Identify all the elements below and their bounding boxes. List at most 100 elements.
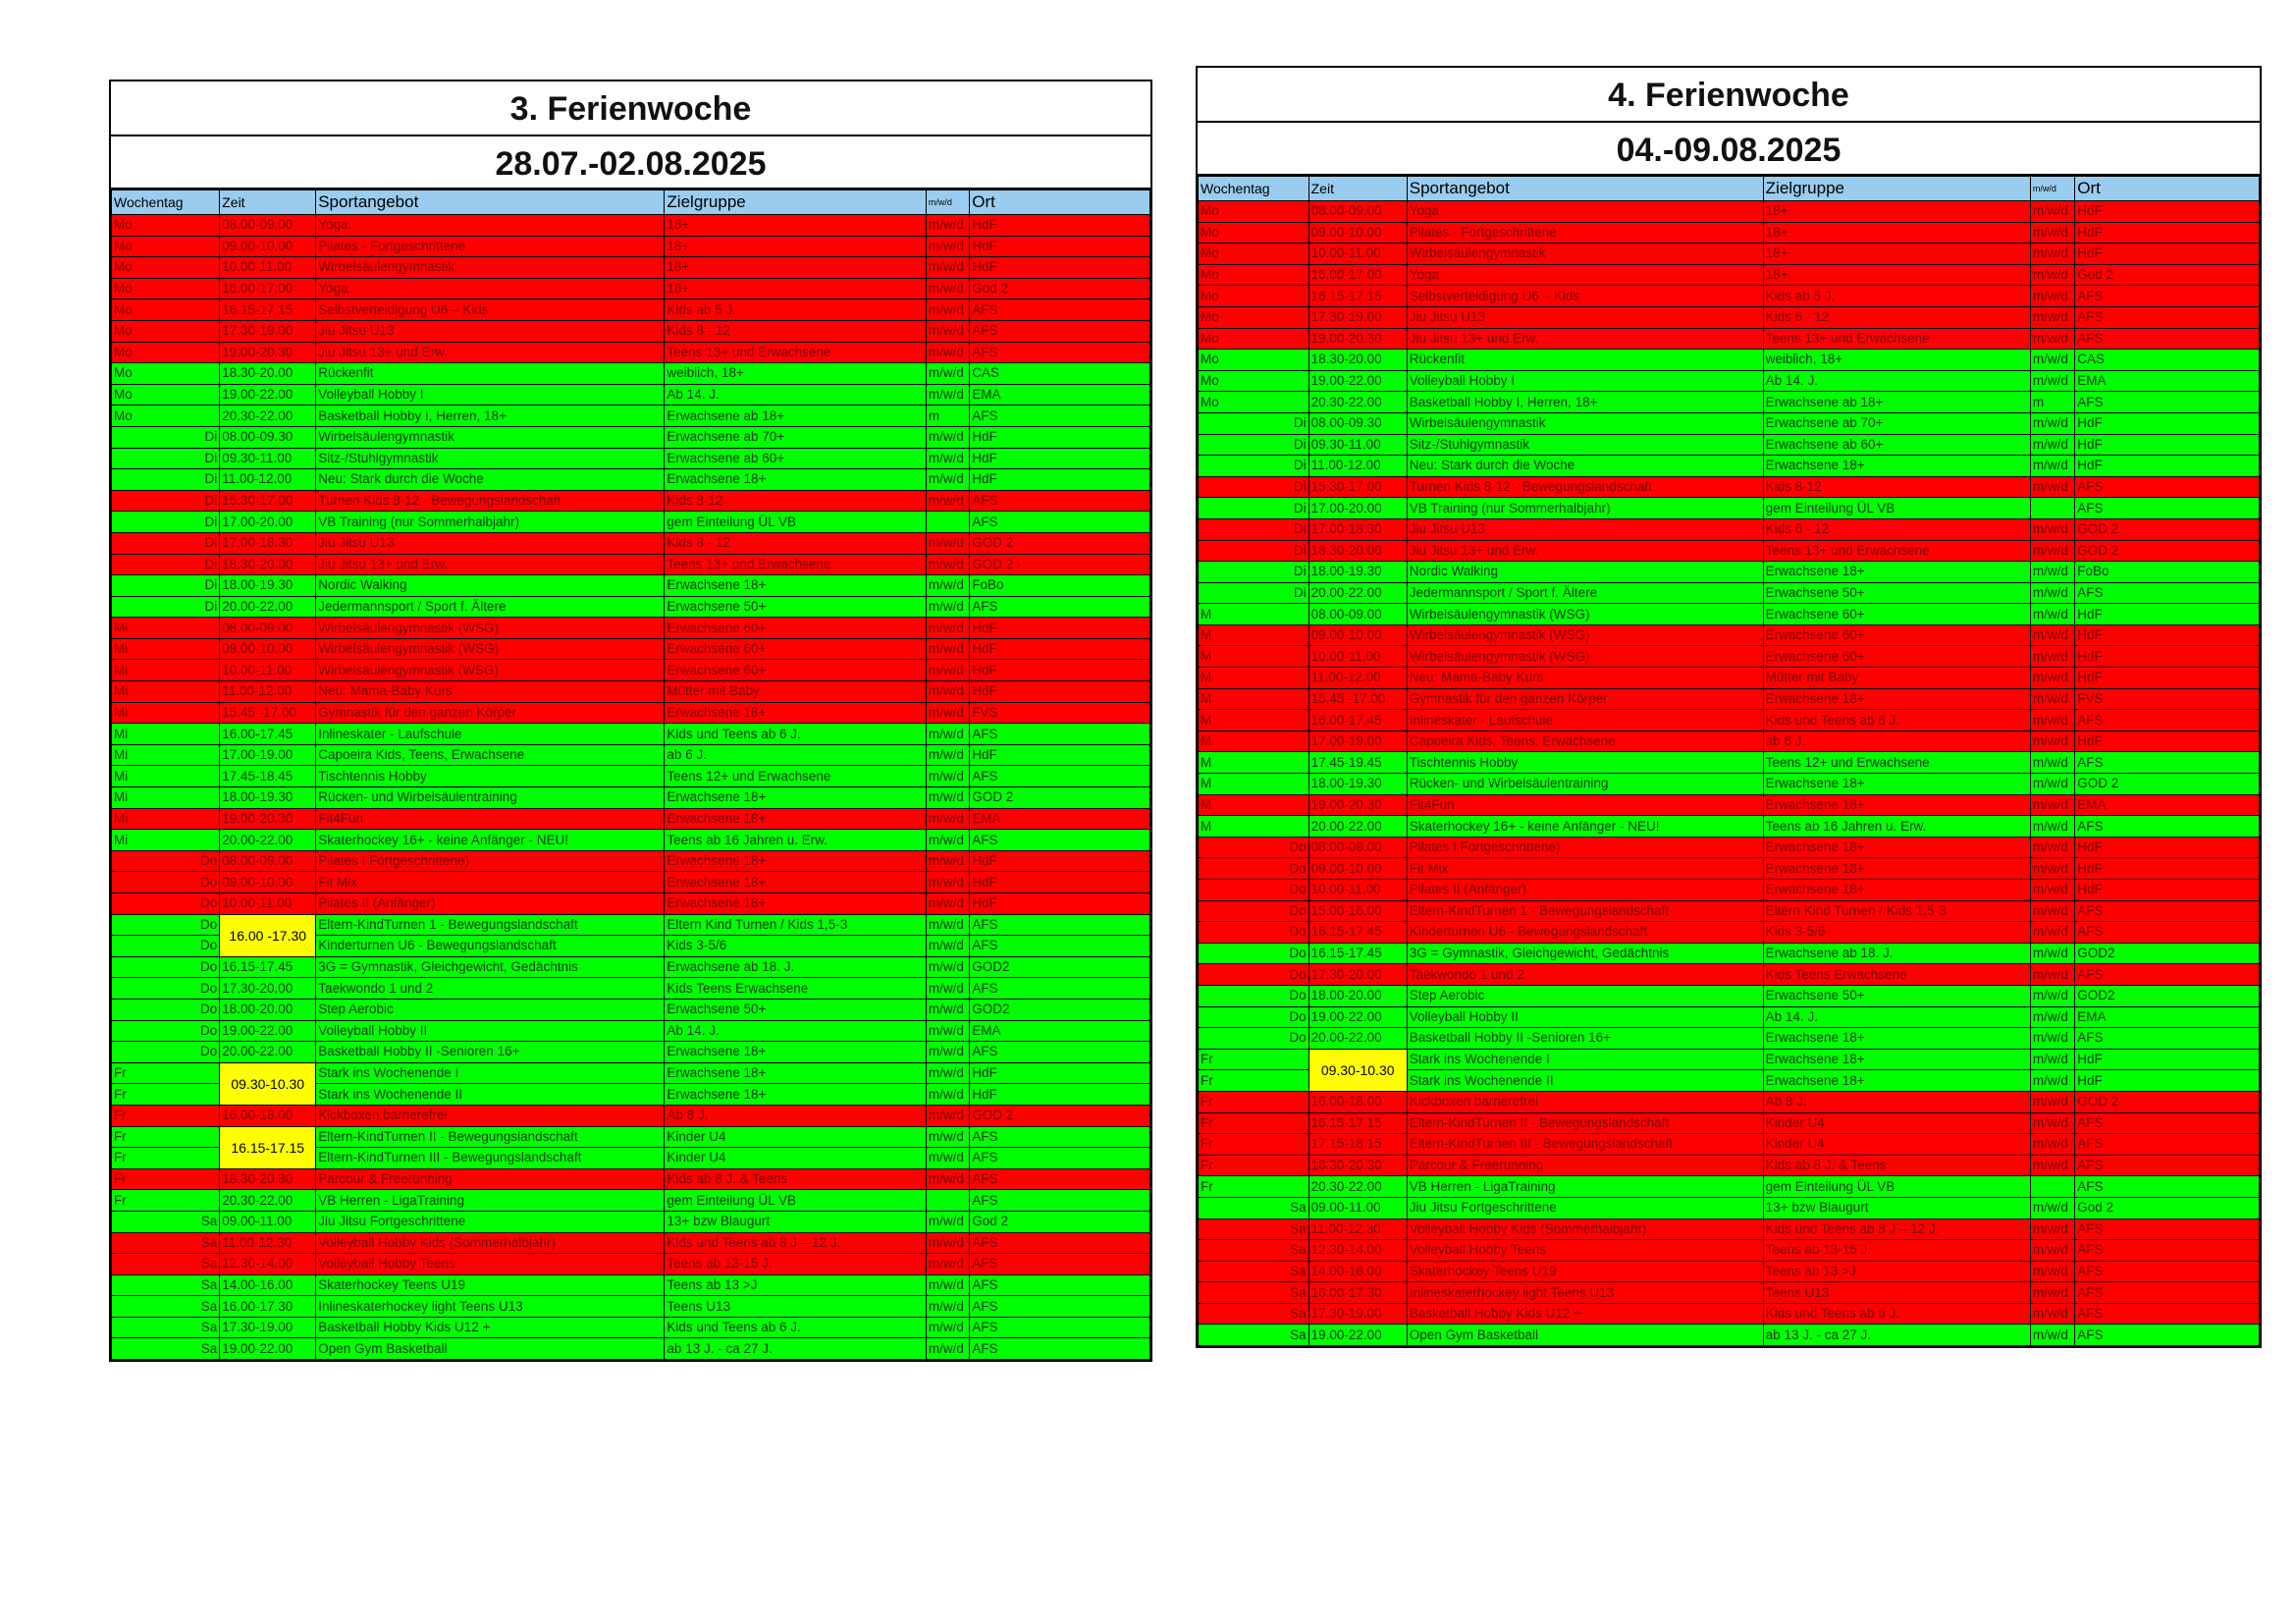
cell-weekday: Mo [110,298,221,321]
cell-sport: Volleyball Hobby Kids (Sommerhalbjahr) [315,1231,666,1255]
table-row: Mi 17.45-18.45 Tischtennis Hobby Teens 12+ … [110,765,1150,788]
cell-time: 09.00-10.00 [1308,623,1408,647]
cell-time: 10.00-11.00 [219,893,317,915]
table-row: Sa 12.30-14.00 Volleyball Hobby Teens Teens… [1198,1239,2260,1262]
cell-target: 18+ [664,235,927,258]
cell-time: 09.00-10.00 [219,637,317,661]
cell-target: Erwachsene 18+ [1762,1027,2031,1050]
cell-weekday: M [1198,603,1309,625]
week-3-sheet: 3. Ferienwoche 28.07.-02.08.2025 Wochent… [109,80,1152,1363]
table-row: M 17.00-19.00 Capoeira Kids, Teens, Erwach… [1198,730,2260,753]
cell-gender: m/w/d [925,1019,971,1043]
cell-gender: m/w/d [2029,1048,2076,1071]
cell-location: HdF [2074,455,2260,477]
cell-location: HdF [969,1061,1150,1085]
cell-gender: m [2029,391,2076,413]
cell-time: 15.00-16.00 [1308,899,1408,923]
cell-target: ab 6 J. [664,743,927,767]
cell-gender: m/w/d [925,701,971,725]
cell-gender: m/w/d [2029,1324,2076,1347]
cell-location: GOD 2 [969,531,1150,555]
cell-sport: Jiu Jitsu 13+ und Erw. [1406,539,1764,563]
cell-sport: Rückenfit [315,362,666,385]
cell-location: GOD 2 [2074,773,2260,795]
cell-target: Kids 8 - 12 [664,319,927,343]
cell-weekday: Fr [1198,1069,1309,1092]
cell-gender: m/w/d [2029,517,2076,541]
cell-weekday: Sa [1198,1239,1309,1262]
cell-location: HdF [2074,243,2260,265]
cell-target: Kids und Teens ab 6 J. [1762,709,2031,731]
cell-location: GOD2 [2074,942,2260,965]
cell-weekday: Mo [1198,200,1309,223]
table-row: Di 11.00-12.00 Neu: Stark durch die Woche E… [1198,455,2260,477]
table-row: Di 15.30-17.00 Turnen Kids 8-12 - Bewegung… [110,489,1150,513]
cell-time: 08.00-09.00 [219,214,317,237]
cell-target: Teens 13+ und Erwachsene [664,341,927,364]
cell-sport: Volleyball Hobby Teens [315,1253,666,1275]
cell-sport: Fit4Fun [315,807,666,831]
cell-gender: m/w/d [925,553,971,576]
cell-sport: Inlineskaterhockey light Teens U13 [315,1295,666,1318]
cell-sport: Yoga [315,277,666,300]
cell-gender: m/w/d [2029,433,2076,457]
cell-weekday: Fr [1198,1111,1309,1135]
cell-target: Erwachsene ab 70+ [664,425,927,449]
cell-gender: m/w/d [925,298,971,321]
cell-location: EMA [2074,793,2260,817]
cell-weekday: Do [1198,963,1309,986]
cell-time: 09.00-10.00 [1308,221,1408,244]
cell-target: Erwachsene 18+ [664,468,927,491]
cell-gender: m/w/d [2029,200,2076,223]
cell-gender: m/w/d [925,659,971,682]
cell-weekday: Mi [110,765,221,788]
table-row: Mo 09.00-10.00 Pilates - Fortgeschrittene 1… [110,235,1150,258]
cell-sport: Jiu Jitsu 13+ und Erw. [1406,327,1764,351]
cell-location: CAS [2074,349,2260,371]
cell-sport: Turnen Kids 8-12 - Bewegungslandschaft [315,489,666,513]
cell-time: 17.30-20.00 [219,977,317,1000]
cell-location: AFS [2074,1133,2260,1156]
cell-time: 09.00-10.00 [219,871,317,893]
cell-time: 10.00-11.00 [1308,645,1408,669]
cell-time: 15.30-17.00 [1308,475,1408,499]
cell-sport: Basketball Hobby II -Senioren 16+ [315,1041,666,1063]
table-row: Mo 19.00-22.00 Volleyball Hobby I Ab 14. J.… [1198,369,2260,393]
cell-weekday: Mo [110,405,221,427]
table-row: Do 09.00-10.00 Fit Mix Erwachsene 18+ m/w/d H… [1198,857,2260,880]
table-row: Do 17.30-20.00 Taekwondo 1 und 2 Kids Teens… [1198,963,2260,986]
cell-weekday: Do [110,955,221,979]
cell-time: 20.30-22.00 [219,405,317,427]
cell-weekday: Mo [1198,391,1309,413]
cell-gender: m/w/d [925,829,971,851]
header-gender: m/w/d [925,189,971,215]
cell-time: 10.00-11.00 [1308,243,1408,265]
cell-gender: m/w/d [925,214,971,237]
cell-time: 20.00-22.00 [219,595,317,619]
table-row: Do 10.00-11.00 Pilates II (Anfänger) Erwach… [1198,879,2260,901]
cell-gender [925,511,971,533]
cell-sport: Pilates II (Anfänger) [315,893,666,915]
cell-target: Erwachsene 18+ [664,893,927,915]
table-row: Mo 18.30-20.00 Rückenfit weiblich, 18+ m/w/d… [110,362,1150,385]
cell-weekday: Do [110,893,221,915]
cell-location: HdF [969,235,1150,258]
cell-gender: m/w/d [2029,1005,2076,1029]
table-row: Fr 16.00-18.00 Kickboxen barrierefrei Ab 8 … [1198,1090,2260,1113]
cell-target: Teens ab 13 >J [1762,1260,2031,1283]
table-row: Mi 15.45 -17.00 Gymnastik für den ganzen K… [110,701,1150,725]
cell-sport: Eltern-KindTurnen III - Bewegungslandsch… [315,1147,666,1169]
table-row: Di 17.00-18.30 Jiu Jitsu U13 Kids 8 - 12 m/w… [110,531,1150,555]
table-row: Do 15.00-16.00 Eltern-KindTurnen 1 - Beweg… [1198,899,2260,923]
cell-location: AFS [2074,963,2260,986]
cell-gender: m/w/d [925,595,971,619]
cell-time: 19.00-20.30 [219,341,317,364]
cell-location: AFS [969,1041,1150,1063]
cell-location: EMA [969,383,1150,406]
cell-sport: Parcour & Freerunning [315,1167,666,1191]
cell-sport: Rückenfit [1406,349,1764,371]
table-row: Mi 11.00-12.00 Neu: Mama-Baby Kurs Mütter m… [110,680,1150,703]
cell-time: 16.15-17.15 [219,1125,317,1169]
cell-sport: Selbstverteidigung U6 – Kids [315,298,666,321]
cell-gender [2029,1175,2076,1198]
